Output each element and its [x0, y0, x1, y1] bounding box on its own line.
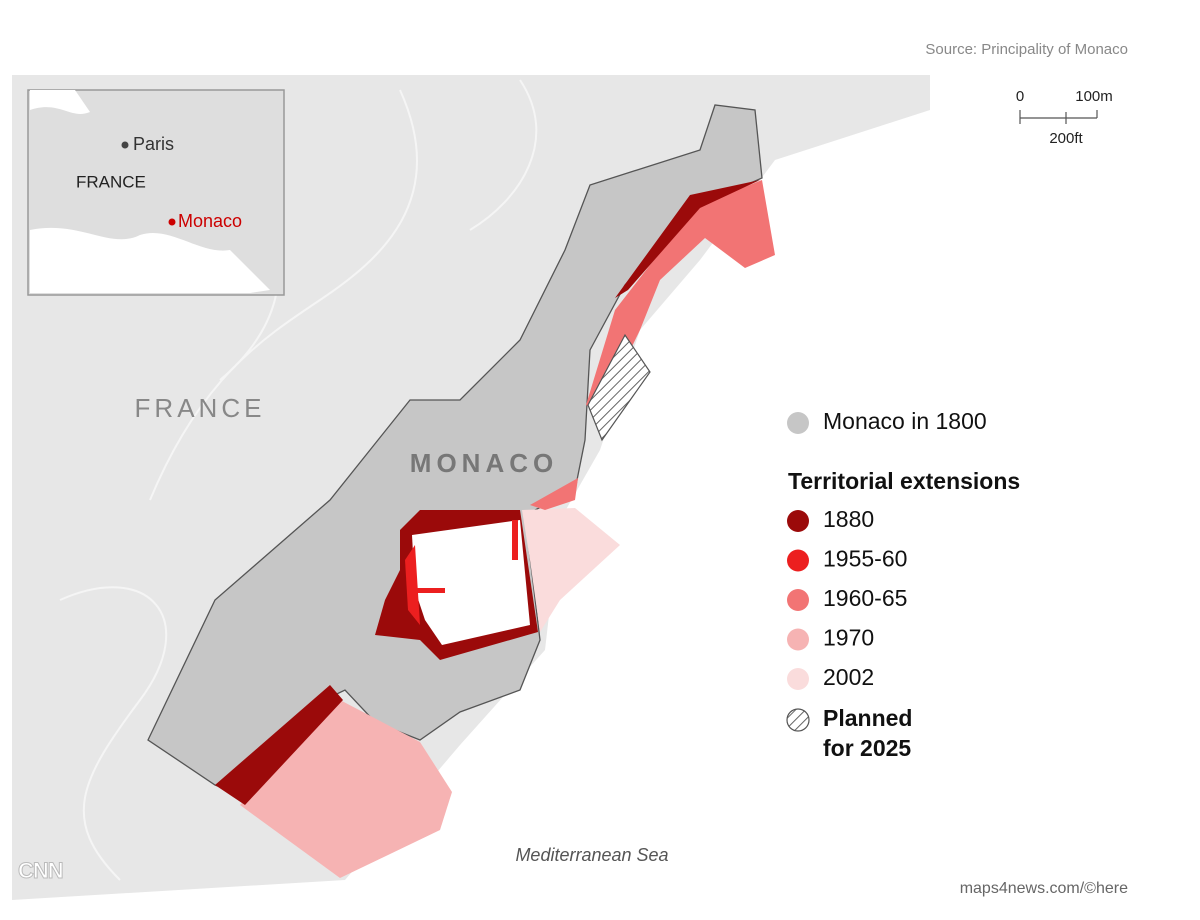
scale-label: 200ft: [1049, 130, 1083, 147]
legend-swatch: [787, 668, 809, 690]
source: Source: Principality of Monaco: [925, 41, 1128, 58]
logo: CNN: [18, 858, 63, 883]
inset-label: FRANCE: [76, 172, 146, 191]
extension-1955-60: [405, 545, 420, 625]
legend-swatch: [787, 628, 809, 651]
legend-label: for 2025: [823, 735, 911, 761]
legend-label: Planned: [823, 705, 912, 731]
legend-label: 1880: [823, 506, 874, 532]
scale-bar: [1019, 110, 1098, 124]
map-label: MONACO: [410, 448, 558, 478]
monaco-1800: [147, 104, 763, 796]
legend-swatch: [787, 589, 809, 611]
extension-1960-65: [586, 180, 775, 412]
inset-label: Monaco: [178, 211, 242, 231]
sea-label: Mediterranean Sea: [515, 845, 668, 865]
extension-1880: [615, 180, 760, 298]
scale-label: 0: [1016, 88, 1024, 105]
extension-1955-60: [512, 520, 518, 560]
extension-1960-65: [530, 478, 578, 510]
legend-label: 1960-65: [823, 585, 907, 611]
legend-items: 1880 1955-60 1960-65 1970 2002: [787, 506, 907, 690]
map-label: FRANCE: [135, 393, 266, 423]
extension-1970: [240, 700, 452, 878]
harbor: [412, 520, 530, 645]
extension-2002: [522, 508, 620, 632]
credit: maps4news.com/©here: [960, 880, 1128, 897]
legend-swatch: [787, 412, 809, 434]
legend-label: 2002: [823, 664, 874, 690]
legend-swatch: [786, 708, 810, 732]
inset: Paris FRANCE Monaco: [27, 89, 285, 296]
legend-label: 1955-60: [823, 546, 907, 572]
extension-1880: [215, 685, 343, 805]
legend-label: 1970: [823, 625, 874, 651]
planned-2025: [587, 333, 651, 442]
extension-1955-60: [415, 588, 445, 593]
legend-heading: Territorial extensions: [788, 468, 1020, 494]
scale-label: 100m: [1075, 88, 1113, 105]
legend-swatch: [787, 549, 809, 572]
legend-label: Monaco in 1800: [823, 408, 987, 434]
legend-swatch: [787, 510, 809, 532]
inset-label: Paris: [133, 134, 174, 154]
